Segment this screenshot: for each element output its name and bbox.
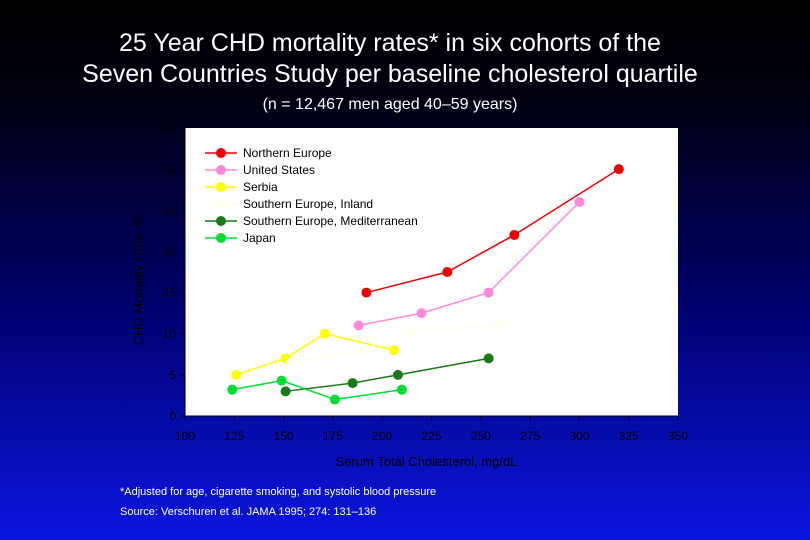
data-point (389, 345, 400, 356)
data-point (361, 287, 372, 298)
data-point (416, 308, 427, 319)
series-1 (353, 197, 585, 331)
data-point (613, 164, 624, 175)
data-point (574, 197, 585, 208)
data-point (320, 328, 331, 339)
series-2 (231, 328, 400, 380)
legend-marker (216, 165, 226, 175)
series-4 (280, 353, 494, 397)
data-point (286, 357, 297, 368)
legend-label: Northern Europe (243, 146, 332, 160)
legend-marker (216, 148, 226, 158)
data-point (231, 369, 242, 380)
x-tick-label-100: 100 (175, 429, 195, 443)
legend-marker (216, 182, 226, 192)
x-tick-label-225: 225 (421, 429, 441, 443)
legend-item-2: Serbia (205, 180, 278, 194)
y-tick-label-15: 15 (163, 286, 177, 300)
data-point (276, 375, 287, 386)
series-line-4 (285, 357, 489, 393)
series-line-3 (291, 324, 499, 364)
legend-marker (216, 216, 226, 226)
y-tick-label-20: 20 (163, 244, 177, 258)
series-5 (227, 375, 407, 405)
y-tick-label-35: 35 (163, 121, 177, 135)
data-point (396, 384, 407, 395)
legend-item-3: Southern Europe, Inland (205, 197, 373, 211)
data-point (483, 287, 494, 298)
x-tick-label-200: 200 (372, 429, 392, 443)
series-0 (361, 164, 624, 298)
legend-item-5: Japan (205, 231, 276, 245)
x-tick-label-275: 275 (520, 429, 540, 443)
legend-label: Japan (243, 231, 276, 245)
x-axis-label: Serum Total Cholesterol, mg/dL (336, 454, 518, 469)
slide-title: 25 Year CHD mortality rates* in six coho… (0, 28, 780, 90)
slide-subtitle: (n = 12,467 men aged 40–59 years) (262, 96, 518, 113)
data-point (227, 384, 238, 395)
y-tick-label-5: 5 (169, 368, 176, 382)
x-tick-label-300: 300 (569, 429, 589, 443)
title-line-2: Seven Countries Study per baseline chole… (82, 60, 698, 88)
series-line-0 (366, 168, 620, 294)
data-point (329, 394, 340, 405)
data-point (347, 378, 358, 389)
y-tick-label-30: 30 (163, 162, 177, 176)
y-tick-label-10: 10 (163, 327, 177, 341)
plot-area (185, 128, 678, 416)
source-citation: Source: Verschuren et al. JAMA 1995; 274… (120, 506, 377, 518)
legend-label: Southern Europe, Mediterranean (243, 214, 418, 228)
footnote: *Adjusted for age, cigarette smoking, an… (120, 486, 437, 498)
data-point (353, 320, 364, 331)
legend-marker (216, 233, 226, 243)
x-tick-label-350: 350 (668, 429, 688, 443)
legend-marker (216, 199, 226, 209)
legend-label: Southern Europe, Inland (243, 197, 373, 211)
data-point (280, 386, 291, 397)
x-tick-label-175: 175 (323, 429, 343, 443)
x-tick-label-150: 150 (274, 429, 294, 443)
data-point (442, 267, 453, 277)
x-tick-label-125: 125 (224, 429, 244, 443)
data-point (355, 345, 366, 356)
x-tick-label-325: 325 (619, 429, 639, 443)
y-tick-label-25: 25 (163, 203, 177, 217)
series-line-2 (236, 332, 395, 376)
series-3 (286, 320, 504, 368)
data-point (406, 326, 417, 337)
title-line-1: 25 Year CHD mortality rates* in six coho… (119, 29, 661, 57)
data-point (483, 353, 494, 364)
data-point (392, 369, 403, 380)
x-tick-label-250: 250 (471, 429, 491, 443)
y-tick-label-0: 0 (169, 409, 176, 423)
y-axis-label: CHD Mortality Rate, % (131, 214, 146, 345)
legend-label: United States (243, 163, 315, 177)
data-point (493, 320, 504, 331)
series-line-1 (358, 201, 580, 327)
legend-item-4: Southern Europe, Mediterranean (205, 214, 418, 228)
data-point (509, 229, 520, 240)
legend-item-1: United States (205, 163, 315, 177)
series-line-5 (232, 379, 403, 401)
legend-item-0: Northern Europe (205, 146, 332, 160)
legend-label: Serbia (243, 180, 278, 194)
